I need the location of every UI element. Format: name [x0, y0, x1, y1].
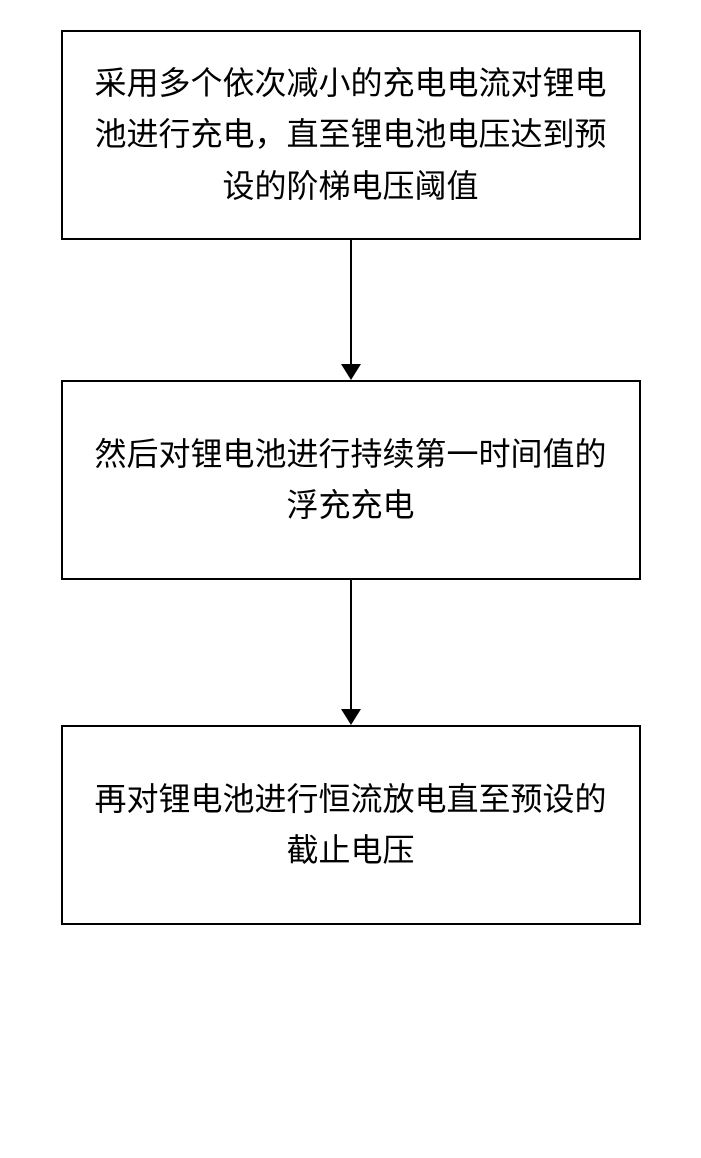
flowchart-node-step1: 采用多个依次减小的充电电流对锂电池进行充电，直至锂电池电压达到预设的阶梯电压阈值: [61, 30, 641, 240]
flowchart-arrow-1: [341, 240, 361, 380]
arrow-line: [350, 580, 352, 709]
node-text: 采用多个依次减小的充电电流对锂电池进行充电，直至锂电池电压达到预设的阶梯电压阈值: [87, 58, 615, 212]
arrow-head-icon: [341, 364, 361, 380]
node-text: 然后对锂电池进行持续第一时间值的浮充充电: [87, 429, 615, 531]
arrow-head-icon: [341, 709, 361, 725]
flowchart-node-step2: 然后对锂电池进行持续第一时间值的浮充充电: [61, 380, 641, 580]
flowchart-node-step3: 再对锂电池进行恒流放电直至预设的截止电压: [61, 725, 641, 925]
flowchart-arrow-2: [341, 580, 361, 725]
arrow-line: [350, 240, 352, 364]
flowchart-container: 采用多个依次减小的充电电流对锂电池进行充电，直至锂电池电压达到预设的阶梯电压阈值…: [61, 30, 641, 925]
node-text: 再对锂电池进行恒流放电直至预设的截止电压: [87, 774, 615, 876]
